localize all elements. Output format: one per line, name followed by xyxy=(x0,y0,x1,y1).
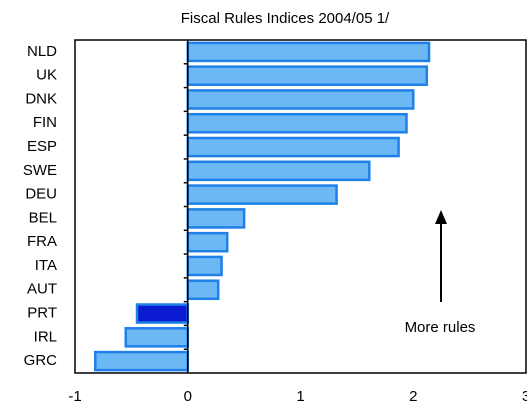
annotation-arrowhead xyxy=(435,210,447,224)
annotation: More rules xyxy=(405,319,476,336)
y-tick-label: IRL xyxy=(34,328,57,345)
y-tick-label: BEL xyxy=(29,209,57,226)
bar xyxy=(135,303,189,324)
bar xyxy=(186,208,246,229)
y-tick-label: PRT xyxy=(27,305,57,322)
y-tick-label: ITA xyxy=(35,257,57,274)
bar xyxy=(186,231,229,253)
chart-title: Fiscal Rules Indices 2004/05 1/ xyxy=(181,10,390,27)
bar xyxy=(186,279,220,301)
y-tick-label: NLD xyxy=(27,43,57,60)
bar xyxy=(186,65,429,86)
y-tick-label: FRA xyxy=(27,233,57,250)
y-tick-label: GRC xyxy=(24,352,58,369)
bar xyxy=(124,327,190,348)
x-tick-label: 1 xyxy=(296,388,304,405)
x-tick-label: 3 xyxy=(522,388,527,405)
y-tick-label: FIN xyxy=(33,114,57,131)
x-tick-label: -1 xyxy=(68,388,81,405)
y-tick-label: AUT xyxy=(27,281,57,298)
x-tick-label: 0 xyxy=(184,388,192,405)
x-tick-label: 2 xyxy=(409,388,417,405)
bar xyxy=(186,255,223,277)
bar xyxy=(186,41,431,63)
y-tick-label: ESP xyxy=(27,138,57,155)
y-tick-label: UK xyxy=(36,67,57,84)
bar xyxy=(186,184,338,205)
bar xyxy=(186,160,371,182)
y-tick-label: DNK xyxy=(25,90,57,107)
bar xyxy=(186,136,400,158)
bar xyxy=(186,89,415,110)
y-tick-label: SWE xyxy=(23,162,57,179)
plot-frame xyxy=(74,39,527,374)
bar xyxy=(186,112,408,134)
y-tick-label: DEU xyxy=(25,186,57,203)
bar xyxy=(94,350,189,372)
